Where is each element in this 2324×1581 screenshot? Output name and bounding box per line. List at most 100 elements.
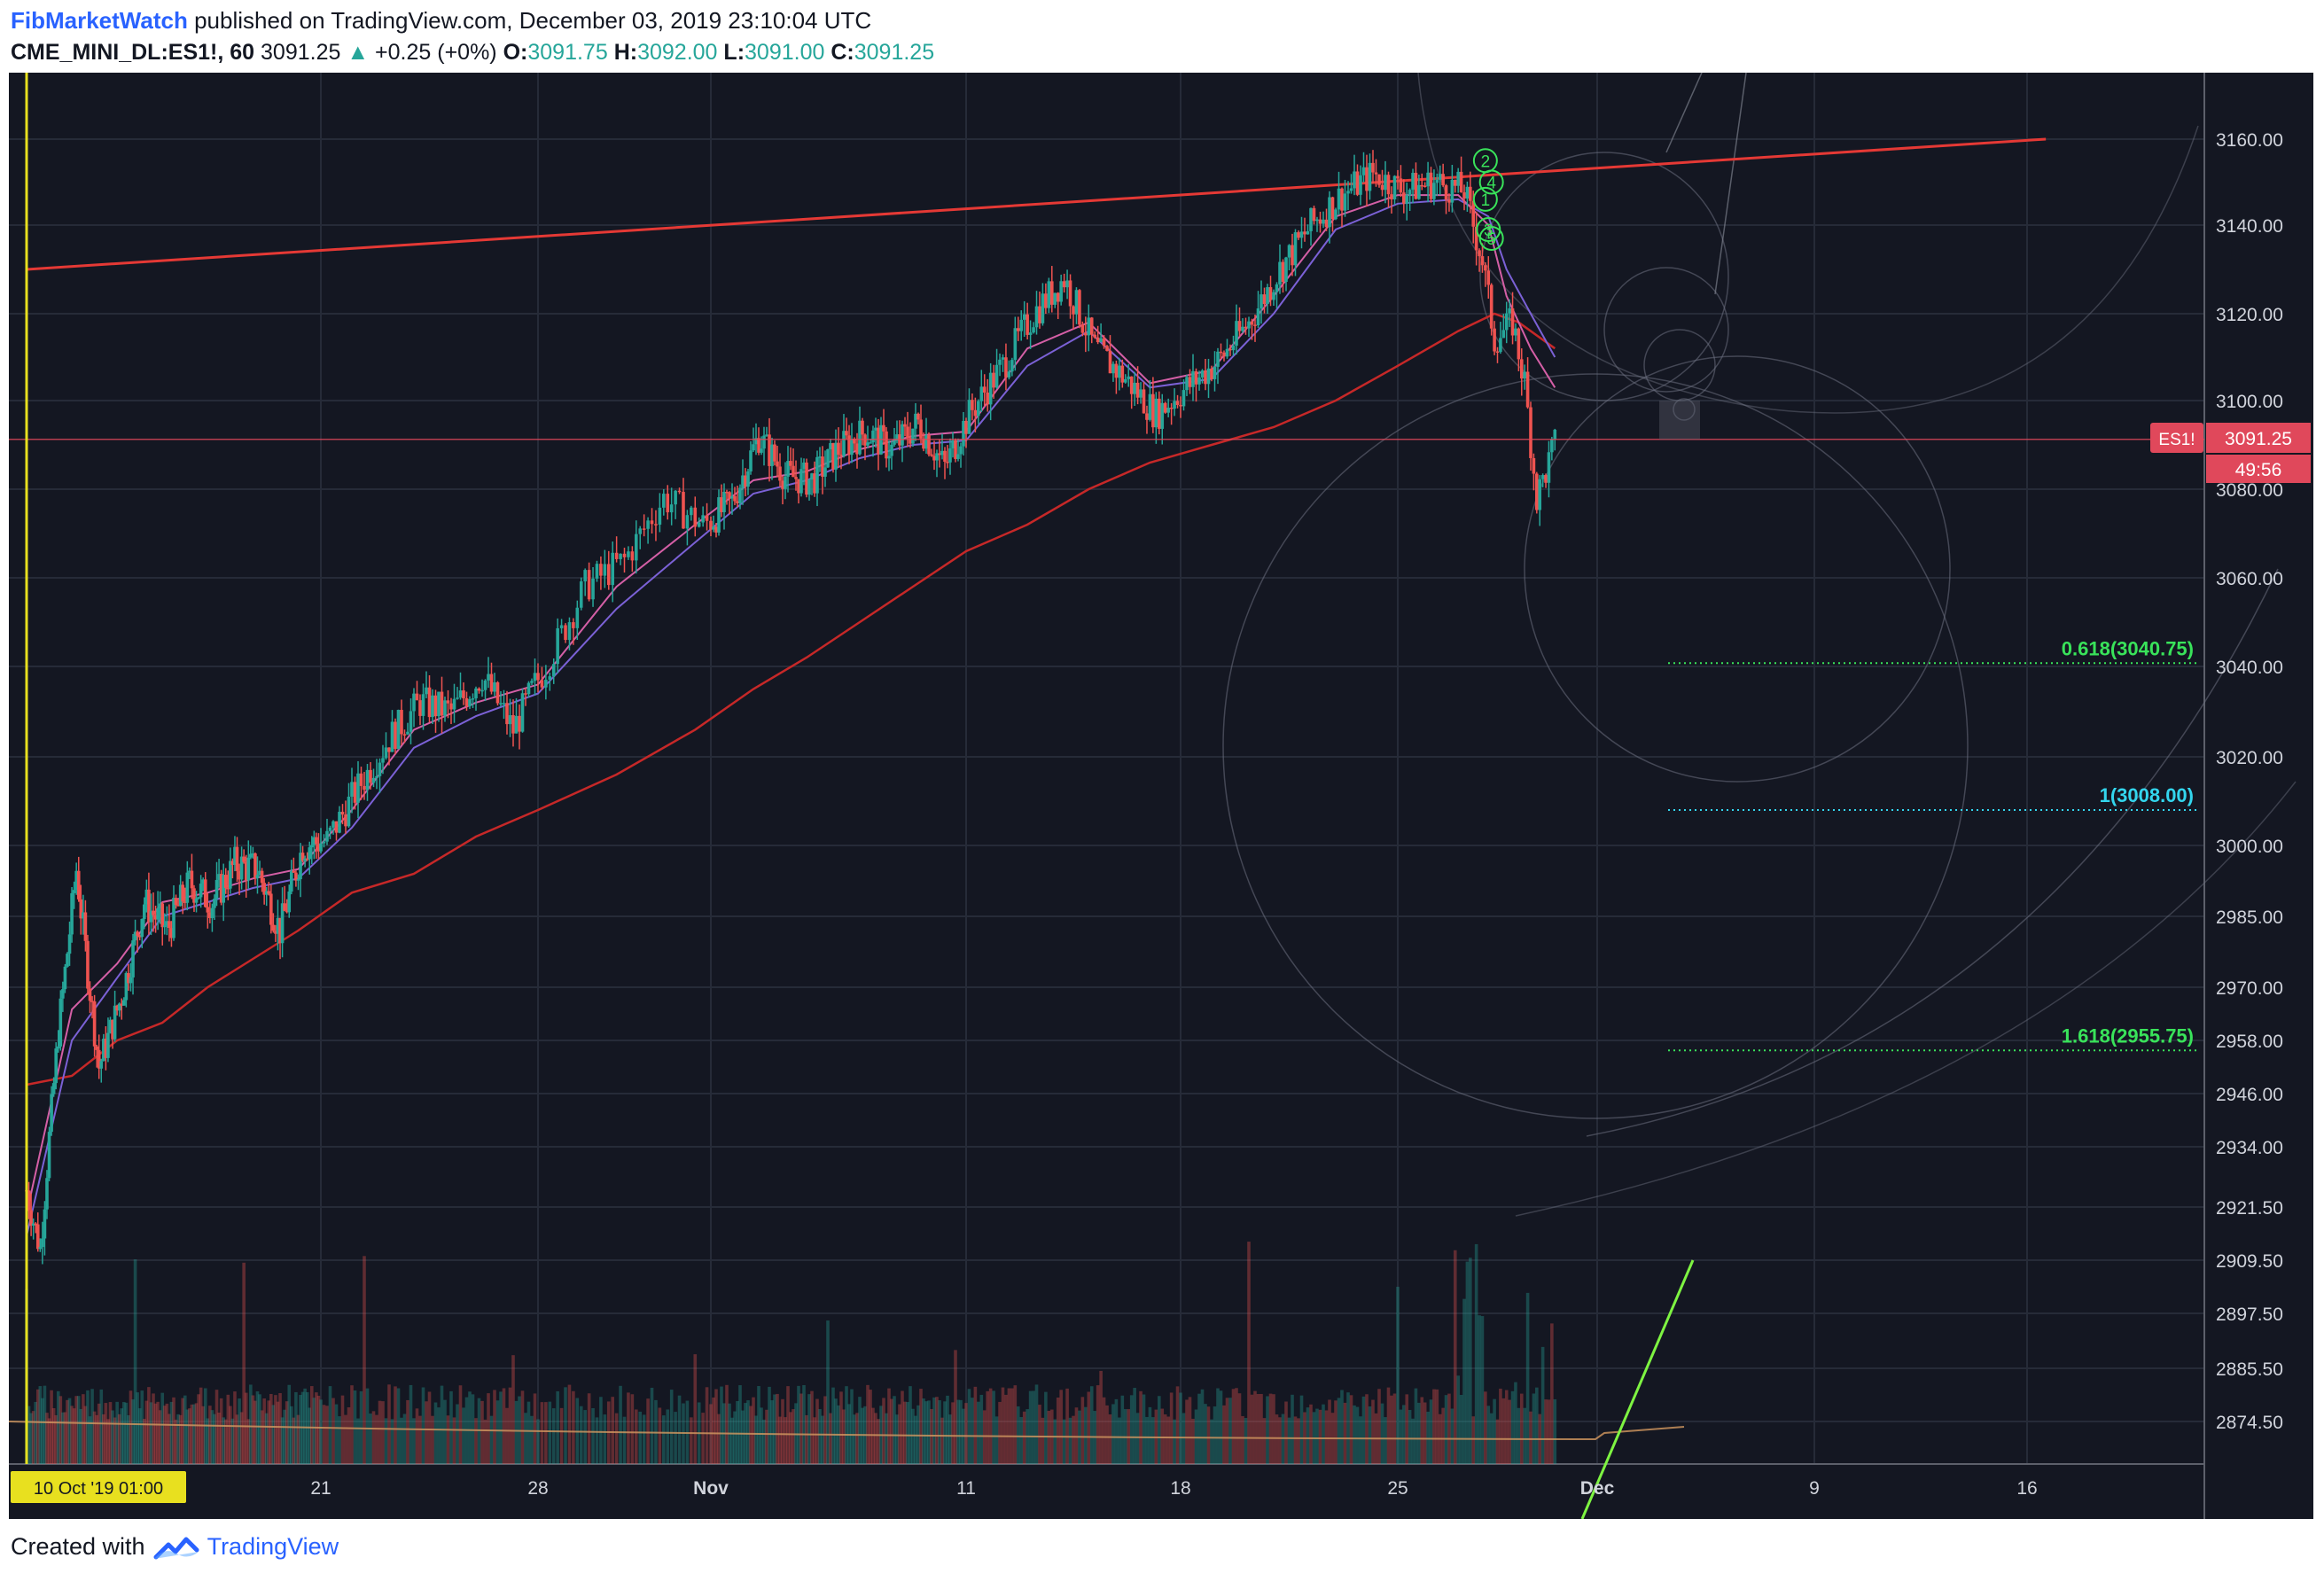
- volume-bar: [249, 1384, 253, 1464]
- candle-body: [1456, 171, 1460, 186]
- candle-body: [1550, 439, 1554, 453]
- volume-bar: [108, 1402, 113, 1464]
- candle-body: [1538, 479, 1542, 510]
- candle-body: [1392, 175, 1397, 200]
- volume-bar: [1120, 1395, 1125, 1464]
- volume-bar: [172, 1397, 175, 1464]
- volume-bar: [986, 1390, 989, 1464]
- volume-bar: [229, 1406, 232, 1464]
- candle-body: [1272, 292, 1275, 300]
- candle-body: [924, 435, 928, 449]
- volume-bar: [1432, 1389, 1436, 1464]
- tradingview-link[interactable]: TradingView: [207, 1533, 339, 1560]
- candle-body: [805, 462, 808, 495]
- volume-bar: [1462, 1298, 1466, 1464]
- candle-body: [837, 442, 840, 455]
- candle-body: [1408, 190, 1412, 196]
- volume-bar: [1151, 1417, 1155, 1464]
- price-chart[interactable]: 0.618(3040.75) 1(3008.00) 1.618(2955.75) 2 4…: [9, 73, 2313, 1519]
- chart-panel[interactable]: 0.618(3040.75) 1(3008.00) 1.618(2955.75) 2 4…: [9, 73, 2313, 1519]
- candle-body: [213, 899, 216, 908]
- volume-bar: [369, 1414, 372, 1464]
- candle-body: [1123, 378, 1127, 383]
- volume-bar: [855, 1413, 859, 1464]
- volume-bar: [235, 1414, 239, 1464]
- candle-body: [845, 431, 848, 436]
- candle-body: [1268, 287, 1273, 300]
- candle-body: [1145, 413, 1149, 420]
- created-with-label: Created with: [11, 1533, 145, 1560]
- countdown-label: 49:56: [2235, 460, 2282, 480]
- candle-body: [421, 694, 425, 716]
- volume-bar: [308, 1407, 312, 1464]
- volume-bar: [717, 1414, 721, 1464]
- candle-body: [1026, 314, 1029, 335]
- volume-bar: [611, 1397, 615, 1464]
- volume-bar: [1553, 1398, 1557, 1464]
- volume-bar: [1371, 1399, 1375, 1464]
- candle-body: [255, 875, 260, 879]
- volume-bar: [51, 1407, 56, 1464]
- volume-bar: [1084, 1406, 1088, 1464]
- volume-bar: [1256, 1394, 1260, 1464]
- candle-body: [1287, 245, 1291, 258]
- symbol-name[interactable]: CME_MINI_DL:ES1!, 60: [11, 40, 255, 65]
- volume-bar: [1478, 1315, 1481, 1464]
- candle-body: [1169, 408, 1174, 409]
- candle-body: [1318, 219, 1322, 224]
- volume-bar: [34, 1401, 38, 1464]
- candle-body: [1405, 195, 1409, 204]
- volume-bar: [977, 1401, 980, 1464]
- volume-bar: [901, 1390, 904, 1464]
- candle-body: [1517, 328, 1521, 360]
- volume-bar: [1322, 1404, 1325, 1464]
- candle-body: [1450, 179, 1454, 203]
- volume-bar: [102, 1414, 105, 1464]
- candle-body: [219, 874, 223, 903]
- candle-body: [1032, 327, 1035, 333]
- volume-bar: [162, 1406, 167, 1464]
- candle-body: [1148, 393, 1152, 420]
- candle-body: [916, 413, 920, 420]
- candle-body: [1459, 171, 1463, 193]
- volume-bar: [334, 1404, 339, 1464]
- volume-bar: [967, 1389, 971, 1464]
- candle-body: [638, 528, 643, 534]
- volume-bar: [1038, 1405, 1041, 1464]
- volume-bar: [781, 1398, 784, 1464]
- volume-bar: [92, 1411, 97, 1464]
- candle-body: [1377, 174, 1381, 185]
- candle-body: [690, 507, 693, 516]
- candle-body: [165, 921, 169, 926]
- volume-bar: [394, 1386, 397, 1464]
- author-link[interactable]: FibMarketWatch: [11, 7, 188, 34]
- candle-body: [353, 782, 357, 803]
- candle-body: [1447, 199, 1451, 203]
- candle-body: [778, 466, 782, 481]
- candle-body: [50, 1094, 53, 1133]
- candle-body: [536, 673, 540, 681]
- candle-body: [666, 494, 670, 513]
- volume-bar: [1547, 1399, 1551, 1464]
- date-tick-label: Dec: [1580, 1478, 1615, 1499]
- volume-bar: [437, 1407, 441, 1464]
- candle-body: [962, 420, 965, 447]
- price-tick-label: 3080.00: [2216, 480, 2283, 501]
- symbol-badge-label: ES1!: [2158, 431, 2195, 449]
- volume-bar: [223, 1419, 228, 1464]
- volume-bar: [638, 1411, 643, 1464]
- volume-bar: [1089, 1386, 1094, 1464]
- candle-body: [102, 1039, 105, 1062]
- volume-bar: [1053, 1419, 1057, 1464]
- candle-body: [1078, 290, 1081, 325]
- volume-bar: [244, 1392, 248, 1464]
- fib-spiral-arc: [1417, 73, 2199, 414]
- volume-bar: [344, 1414, 347, 1464]
- volume-bar: [1309, 1404, 1313, 1464]
- candle-body: [1166, 408, 1170, 413]
- volume-bar: [1114, 1398, 1119, 1464]
- candle-body: [149, 910, 153, 923]
- candle-body: [1343, 193, 1347, 211]
- candle-body: [95, 1046, 98, 1050]
- volume-bar: [805, 1414, 808, 1464]
